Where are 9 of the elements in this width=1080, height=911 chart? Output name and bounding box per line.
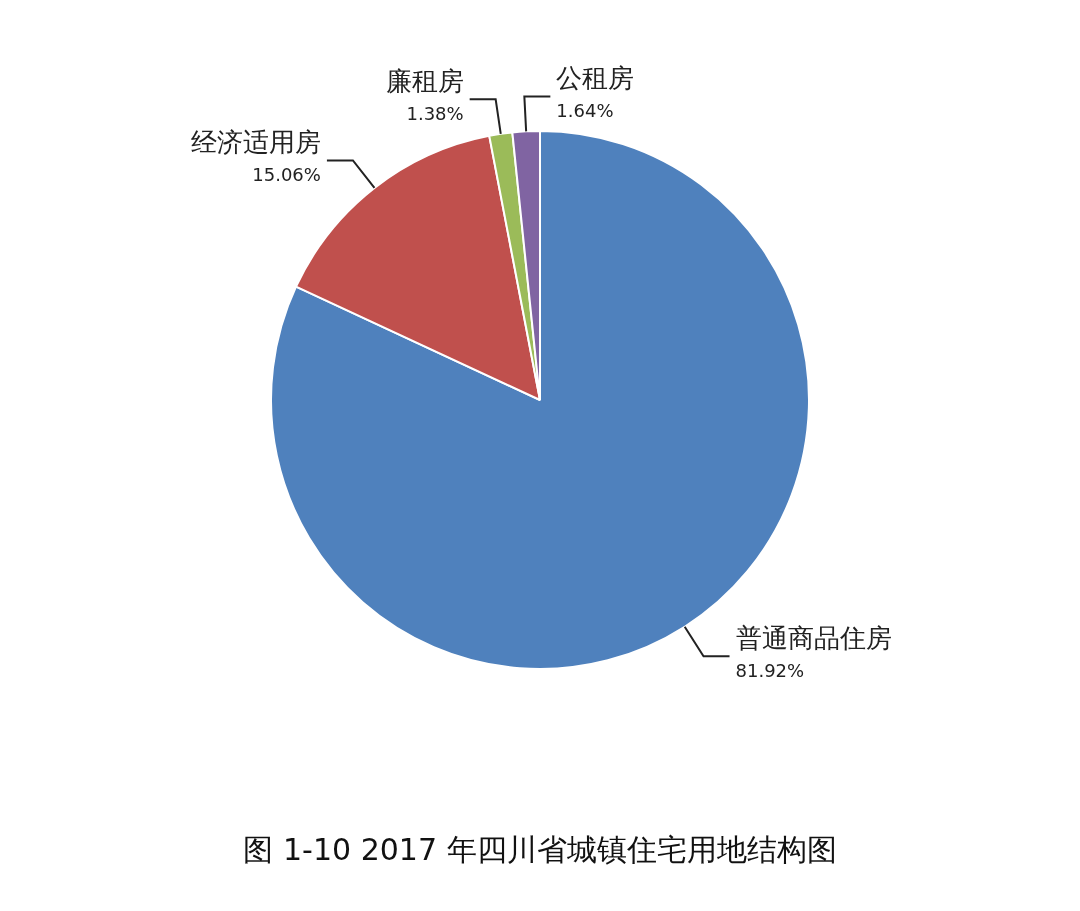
data-label: 1.64% — [556, 100, 614, 122]
data-label: 1.38% — [406, 102, 464, 124]
slice-label: 普通商品住房 — [735, 623, 892, 654]
slice-label: 经济适用房 — [190, 127, 321, 158]
slice-label: 廉租房 — [385, 66, 464, 96]
data-label: 15.06% — [252, 164, 321, 186]
data-label: 81.92% — [735, 659, 805, 681]
slice-label: 公租房 — [556, 63, 635, 94]
text: 图 1-10 2017 年四川省城镇住宅用地结构图 — [242, 831, 838, 869]
